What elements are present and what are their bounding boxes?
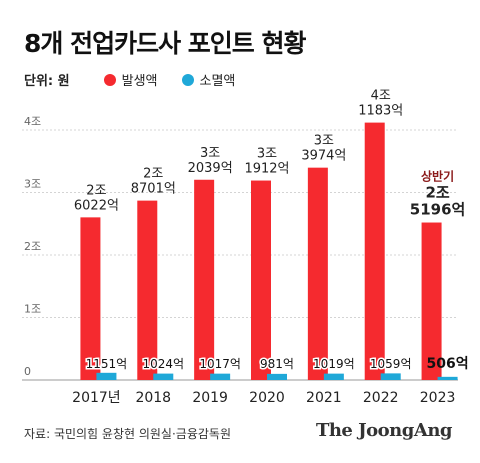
x-tick-label: 2018 — [135, 390, 171, 406]
y-tick-label: 3조 — [24, 178, 41, 191]
data-label-issued: 6022억 — [74, 198, 119, 213]
legend-label-issued: 발생액 — [121, 74, 158, 89]
x-tick-label: 2017년 — [72, 390, 121, 406]
data-label-issued: 1912억 — [244, 162, 289, 177]
bar-issued — [364, 122, 385, 380]
bar-expired — [267, 373, 287, 380]
x-tick-label: 2019 — [192, 390, 228, 406]
data-label-expired: 1019억 — [313, 357, 355, 371]
bar-issued — [80, 217, 101, 380]
publisher-logo: The JoongAng — [315, 420, 453, 441]
legend-swatch-expired — [181, 73, 194, 86]
data-label-expired: 1059억 — [370, 357, 412, 371]
data-label-expired: 981억 — [260, 357, 294, 371]
data-label-issued: 상반기 — [421, 169, 454, 184]
legend-item-issued: 발생액 — [103, 70, 158, 89]
y-tick-label: 2조 — [24, 240, 41, 253]
data-label-issued: 8701억 — [131, 182, 176, 197]
bar-issued — [421, 222, 442, 380]
bar-expired — [380, 373, 401, 380]
bar-expired — [96, 372, 117, 380]
legend-label-expired: 소멸액 — [199, 74, 236, 89]
data-label-issued: 3974억 — [301, 149, 346, 164]
legend-item-expired: 소멸액 — [181, 70, 236, 89]
bar-issued — [194, 179, 215, 380]
bar-issued — [137, 200, 158, 380]
data-label-issued: 2조 — [425, 184, 449, 202]
data-label-issued: 1183억 — [358, 104, 403, 119]
data-label-issued: 2조 — [86, 183, 106, 198]
x-tick-label: 2020 — [249, 390, 285, 406]
bar-expired — [437, 376, 458, 380]
y-tick-label: 1조 — [24, 303, 41, 316]
legend: 단위: 원 발생액 소멸액 — [24, 70, 259, 89]
x-tick-label: 2021 — [306, 390, 342, 406]
chart-title: 8개 전업카드사 포인트 현황 — [24, 29, 307, 58]
y-tick-label: 4조 — [24, 115, 41, 128]
unit-label: 단위: 원 — [24, 74, 70, 89]
data-label-issued: 3조 — [200, 146, 220, 161]
bar-issued — [307, 167, 328, 380]
data-label-issued: 3조 — [314, 134, 334, 149]
data-label-expired: 1151억 — [86, 357, 128, 371]
legend-swatch-issued — [103, 73, 116, 86]
data-label-expired: 1024억 — [142, 357, 184, 371]
bar-issued — [251, 180, 271, 380]
bar-expired — [153, 373, 174, 380]
bar-expired — [323, 373, 344, 380]
data-label-issued: 2039억 — [188, 161, 233, 176]
y-tick-label: 0 — [24, 365, 31, 378]
data-label-expired: 1017억 — [199, 357, 241, 371]
x-tick-label: 2023 — [420, 390, 456, 406]
data-label-expired: 506억 — [427, 356, 469, 372]
source-note: 자료: 국민의힘 윤창현 의원실·금융감독원 — [24, 427, 231, 441]
bar-expired — [210, 373, 231, 380]
data-label-issued: 3조 — [257, 147, 277, 162]
data-label-issued: 5196억 — [410, 201, 466, 219]
data-label-issued: 4조 — [371, 89, 391, 104]
data-label-issued: 2조 — [143, 167, 163, 182]
x-tick-label: 2022 — [363, 390, 399, 406]
